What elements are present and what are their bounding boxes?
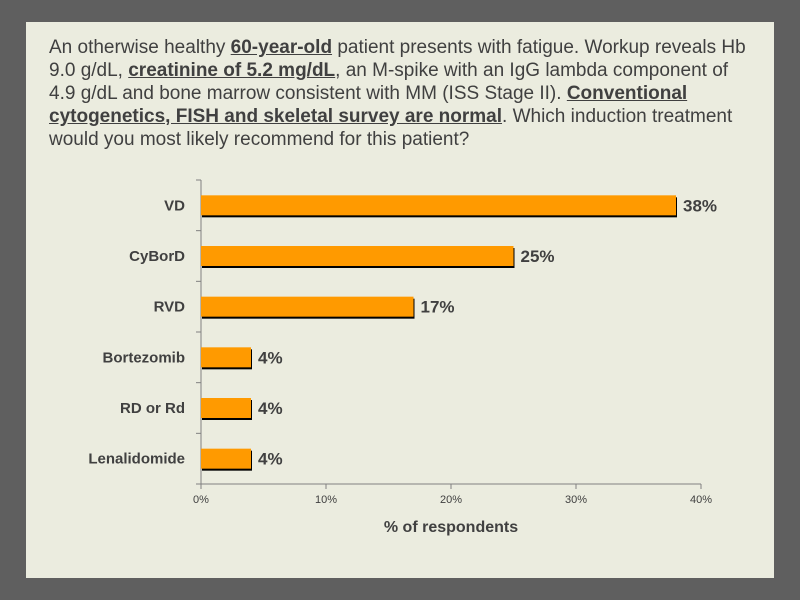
question-emphasis: 60-year-old <box>230 37 333 58</box>
x-tick-label: 20% <box>440 494 462 506</box>
question-segment: An otherwise healthy <box>49 37 231 58</box>
bar-bortezomib <box>201 347 251 368</box>
category-label: Lenalidomide <box>88 451 185 468</box>
question-segment: , an M-spike with an IgG lambda componen… <box>49 60 729 104</box>
data-label: 4% <box>258 450 283 469</box>
category-label: RD or Rd <box>120 400 185 417</box>
x-tick-label: 30% <box>565 494 587 506</box>
question-text: An otherwise healthy 60-year-old patient… <box>49 36 749 151</box>
bar-rvd <box>201 296 414 317</box>
data-label: 25% <box>521 247 555 266</box>
x-tick-label: 10% <box>315 494 337 506</box>
x-tick-label: 40% <box>690 494 712 506</box>
question-emphasis: creatinine of 5.2 mg/dL <box>128 60 336 81</box>
category-label: Bortezomib <box>103 349 186 366</box>
category-label: CyBorD <box>129 248 185 265</box>
question-segment: patient presents with fatigue. Workup re… <box>49 37 746 81</box>
data-label: 4% <box>258 399 283 418</box>
category-label: RVD <box>154 299 186 316</box>
bar-cybord <box>201 246 514 266</box>
data-label: 38% <box>683 196 717 215</box>
bar-rd-or-rd <box>201 398 251 418</box>
x-tick-label: 0% <box>193 494 209 506</box>
bar-vd <box>201 195 676 216</box>
data-label: 4% <box>258 348 283 367</box>
question-segment: . Which induction treatment would you mo… <box>49 106 733 150</box>
bar-chart: 0% 10% 20% 30% 40% VD 38% CyBorD 25% RVD 17% Bortez… <box>88 179 717 536</box>
x-axis-title: % of respondents <box>384 519 518 536</box>
category-label: VD <box>164 197 185 214</box>
question-emphasis: Conventional cytogenetics, FISH and skel… <box>49 83 688 127</box>
data-label: 17% <box>421 298 455 317</box>
slide: An otherwise healthy 60-year-old patient… <box>26 22 774 578</box>
bar-lenalidomide <box>201 448 251 469</box>
